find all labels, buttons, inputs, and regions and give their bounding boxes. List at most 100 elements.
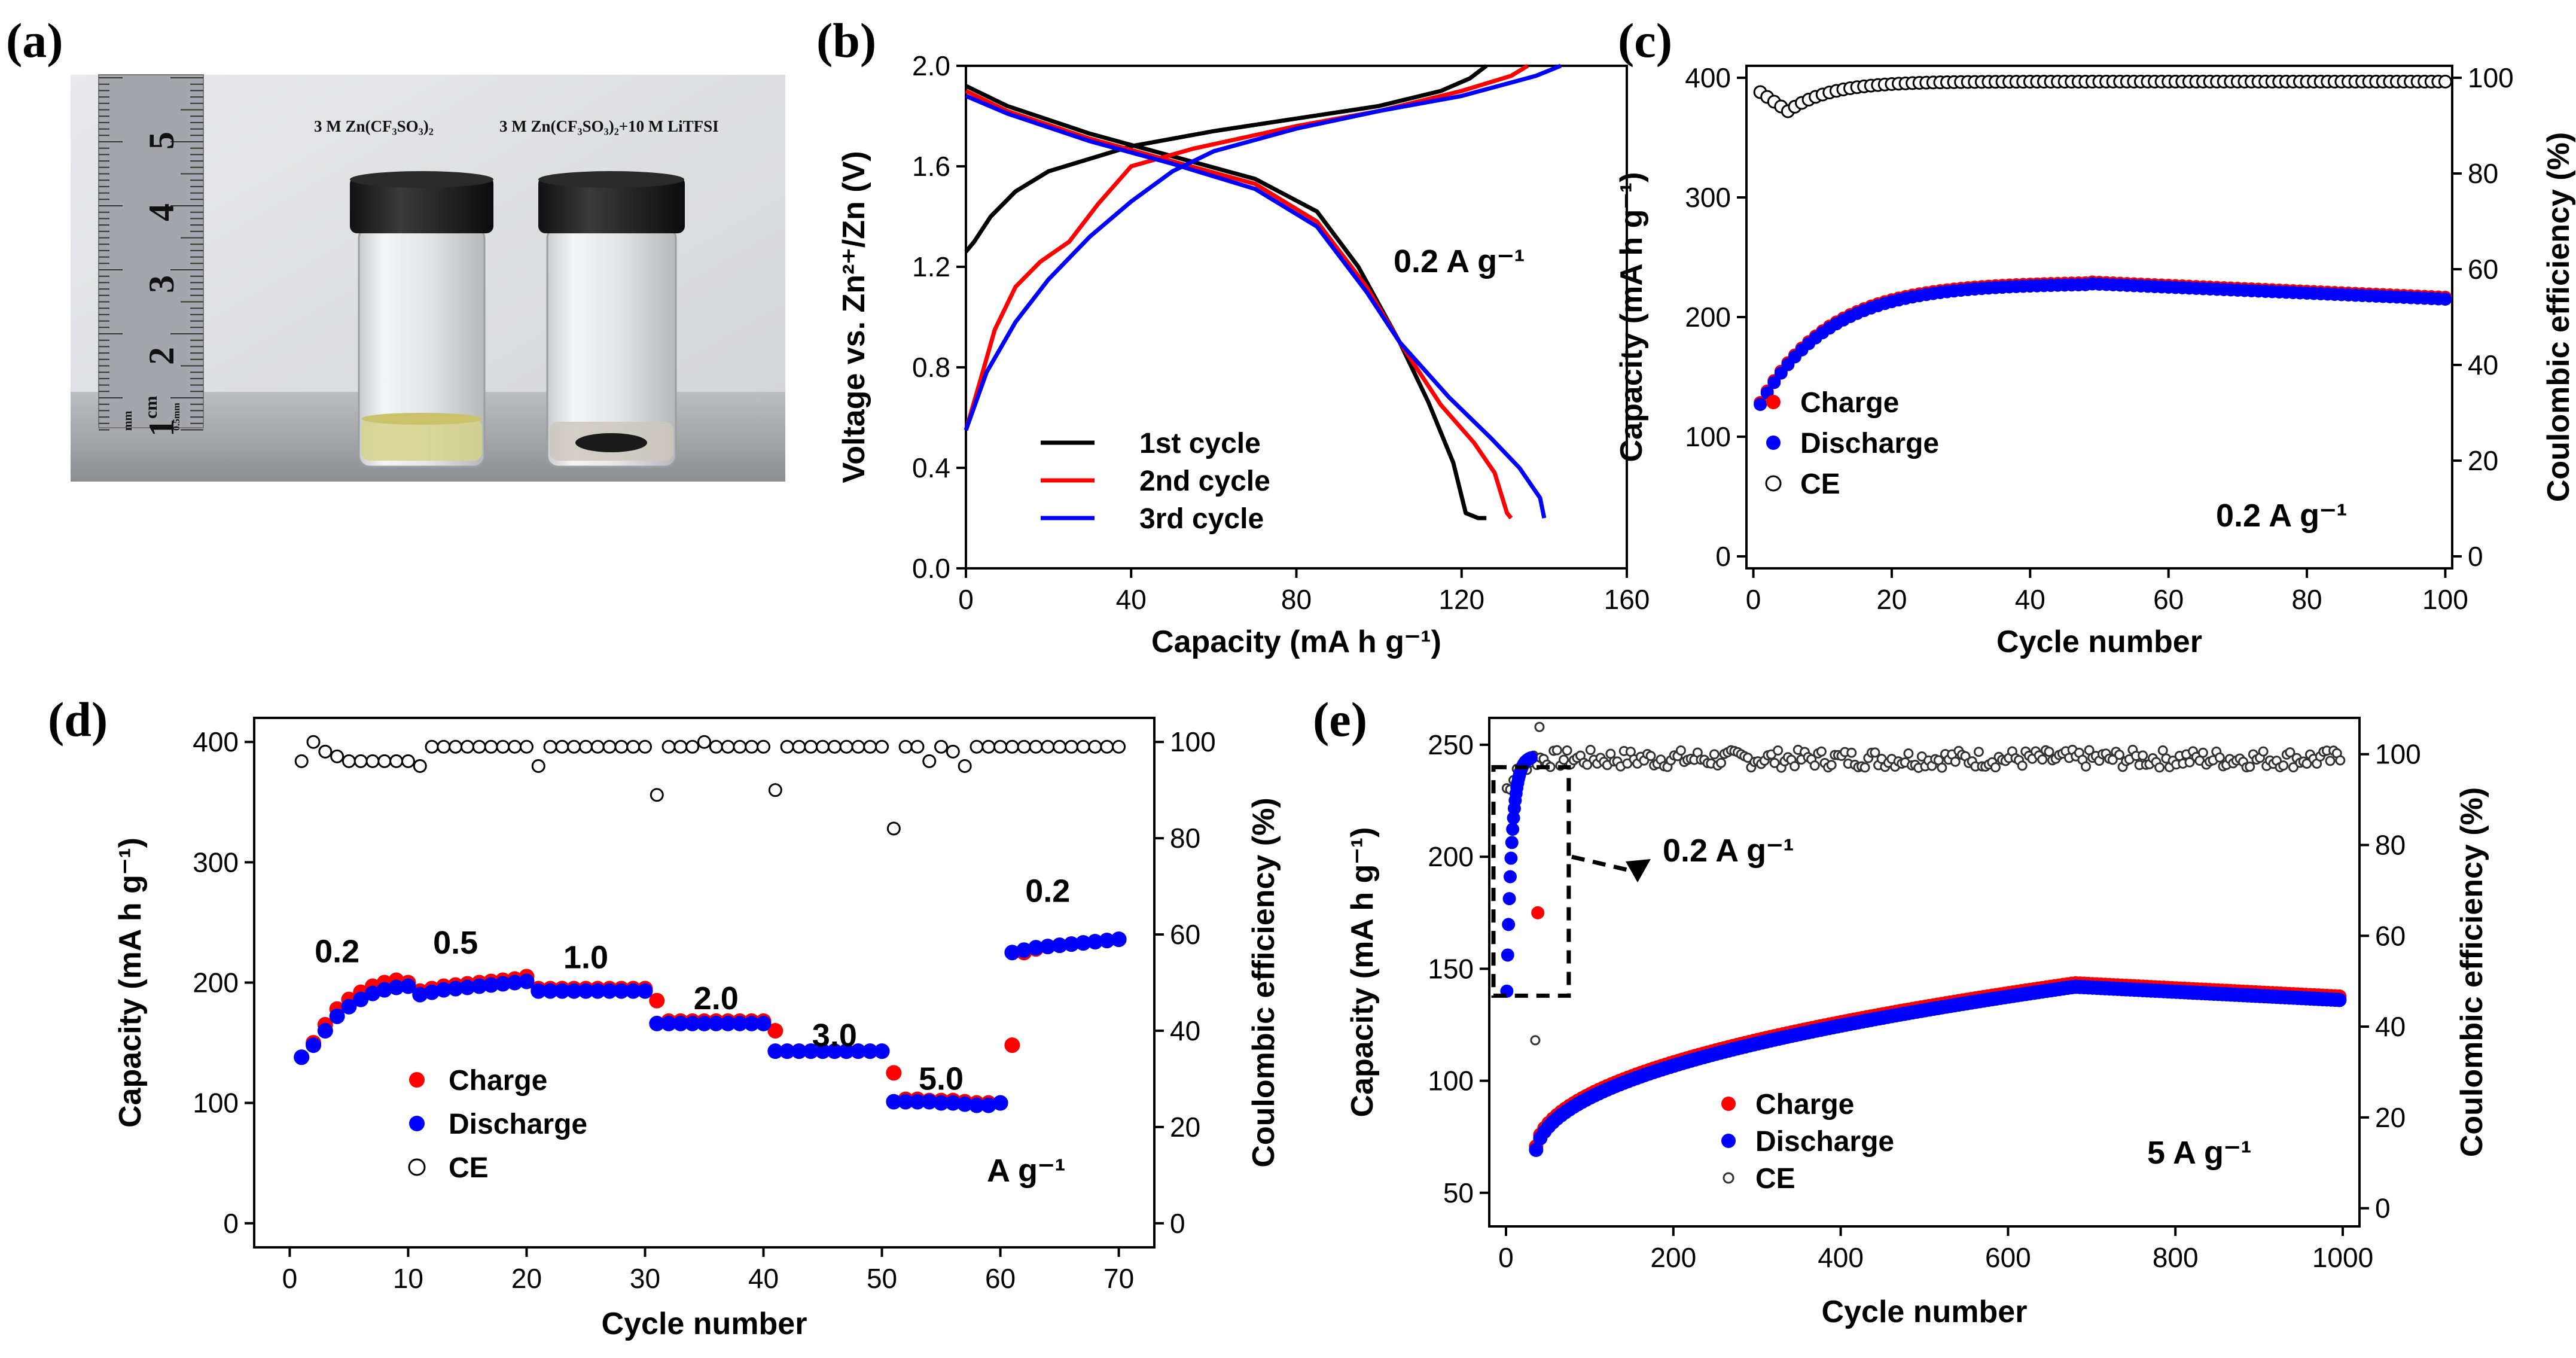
chart-d-xtick-label: 10 [393, 1263, 423, 1294]
chart-d-ce-point [934, 739, 949, 754]
chart-d-discharge-point [1075, 935, 1092, 951]
chart-e-ce-point [2335, 755, 2346, 766]
chart-d-discharge-point [424, 984, 440, 1000]
chart-d-discharge-point [945, 1095, 961, 1111]
chart-c-legend-marker [1765, 475, 1782, 492]
chart-d-discharge-point [519, 973, 535, 989]
chart-b-xtick-label: 120 [1438, 584, 1484, 615]
chart-c-xtick-label: 40 [2015, 584, 2045, 615]
chart-d-ce-point [757, 739, 771, 754]
chart-d-discharge-point [992, 1095, 1008, 1111]
chart-e-ce-point [1562, 745, 1572, 756]
chart-d-ce-point [460, 739, 474, 754]
chart-d-y2tick-label: 0 [1170, 1208, 1185, 1239]
chart-e-y2tick-label: 100 [2375, 739, 2421, 770]
chart-d-rate-label: 0.5 [433, 925, 478, 961]
chart-e-ce-point [2114, 750, 2124, 760]
chart-d-ce-point [318, 744, 333, 759]
chart-e-xtick-label: 800 [2153, 1242, 2199, 1273]
chart-d-ce-point [425, 739, 439, 754]
chart-d-ce-point [650, 788, 664, 802]
chart-d-discharge-point [483, 977, 499, 993]
chart-d-discharge-point [294, 1049, 310, 1065]
chart-e-y2tick-label: 40 [2375, 1011, 2406, 1042]
chart-d-ce-point [472, 739, 486, 754]
chart-d-discharge-point [968, 1097, 984, 1113]
chart-e-ce-point [1773, 745, 1784, 756]
chart-d-discharge-point [542, 983, 559, 999]
chart-d-ce-point [531, 759, 545, 773]
chart-e-legend-label: Discharge [1755, 1126, 1894, 1158]
chart-e-rate-annotation-2: 5 A g⁻¹ [2147, 1135, 2252, 1171]
chart-d-discharge-point [720, 1015, 736, 1031]
chart-c-legend-label: Discharge [1800, 428, 1939, 459]
chart-d-y2tick-label: 20 [1170, 1112, 1200, 1143]
chart-d-ytick-label: 0 [223, 1208, 239, 1239]
chart-d-ytick-label: 200 [193, 967, 239, 998]
chart-e-initial-point [1502, 918, 1516, 931]
chart-c-xtick-label: 0 [1746, 584, 1761, 615]
chart-b-line-2-discharge [965, 89, 1513, 520]
chart-e-y2tick-label: 0 [2375, 1193, 2391, 1224]
chart-d-y2tick-label: 60 [1170, 919, 1200, 950]
chart-e-ce-point [1582, 759, 1593, 770]
chart-d-discharge-point [850, 1043, 866, 1059]
chart-e-ce-point [1809, 760, 1820, 771]
chart-e-ce-point [2037, 754, 2048, 765]
chart-d-ytick-label: 300 [193, 847, 239, 878]
chart-d-ce-point [543, 739, 557, 754]
chart-d-discharge-point [1051, 937, 1068, 954]
chart-d-ce-point [839, 739, 853, 754]
chart-c-y2tick-label: 80 [2468, 158, 2498, 189]
chart-d-discharge-point [791, 1043, 807, 1059]
chart-d-discharge-point [341, 998, 357, 1015]
chart-d-discharge-point [898, 1094, 914, 1110]
chart-c-legend-label: Charge [1800, 387, 1899, 419]
chart-d-discharge-point [1028, 940, 1044, 956]
chart-e-ce-point [2258, 746, 2269, 757]
chart-d-ce-point [614, 739, 629, 754]
chart-d-x-axis-label: Cycle number [602, 1307, 807, 1341]
chart-e-frame [1488, 717, 2361, 1228]
chart-b-frame [965, 65, 1628, 570]
chart-d-charge-point [649, 992, 665, 1009]
chart-d-discharge-point [329, 1008, 345, 1024]
chart-e-rate-annotation: 0.2 A g⁻¹ [1663, 833, 1794, 869]
chart-d-ce-point [508, 739, 522, 754]
chart-d-discharge-point [459, 979, 475, 995]
chart-d-ytick-label: 100 [193, 1088, 239, 1119]
chart-e-ce-point [1645, 751, 1656, 762]
chart-d-rate-label: 2.0 [694, 981, 739, 1016]
chart-d-xtick-label: 30 [630, 1263, 660, 1294]
chart-d-y2tick-label: 100 [1170, 726, 1216, 757]
chart-c-ytick-label: 0 [1715, 541, 1731, 572]
chart-c-y2tick-label: 100 [2468, 62, 2514, 93]
chart-d-ce-point [306, 735, 321, 749]
chart-e-ce-point [1716, 757, 1727, 768]
chart-d-ce-point [863, 739, 877, 754]
chart-e-ce-point [1826, 760, 1837, 771]
chart-d-ce-point [922, 754, 937, 768]
chart-d-discharge-point [1063, 936, 1080, 952]
chart-e-ytick-label: 100 [1428, 1065, 1474, 1097]
chart-b-x-axis-label: Capacity (mA h g⁻¹) [1151, 625, 1441, 659]
chart-d-discharge-point [447, 981, 464, 997]
chart-d-ce-point [886, 821, 901, 836]
chart-e-inset-box [1491, 765, 1571, 998]
chart-e-ce-point [1903, 748, 1914, 759]
chart-d-rate-label: 3.0 [812, 1018, 857, 1053]
chart-b-ytick-label: 2.0 [912, 50, 950, 81]
chart-d-ce-point [733, 739, 747, 754]
chart-d-discharge-point [412, 986, 428, 1003]
chart-e-ce-point [2301, 758, 2312, 769]
chart-d-discharge-point [602, 983, 618, 999]
chart-d-ce-point [413, 759, 427, 773]
chart-d-ce-point [519, 739, 534, 754]
chart-d-rate-capability: 0 10 20 30 40 50 60 70 0 100 200 300 400 0 20 40 60 80 100… [113, 717, 1281, 1341]
chart-d-discharge-point [365, 985, 381, 1001]
chart-b-legend-label: 2nd cycle [1139, 465, 1270, 497]
chart-d-charge-point [767, 1022, 784, 1039]
chart-d-ce-point [958, 759, 972, 773]
chart-d-discharge-point [388, 979, 404, 995]
chart-c-legend-marker [1766, 436, 1781, 450]
